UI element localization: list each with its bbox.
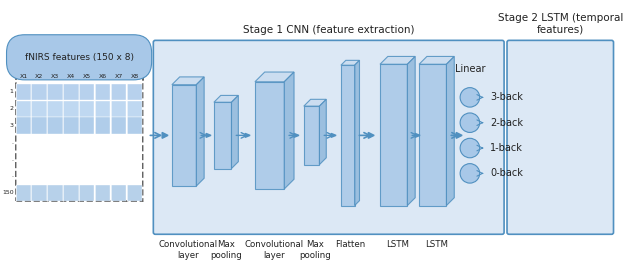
Text: Convolutional
layer: Convolutional layer — [159, 240, 218, 259]
Polygon shape — [331, 133, 336, 137]
Text: X5: X5 — [83, 74, 91, 79]
Polygon shape — [79, 101, 95, 117]
Polygon shape — [15, 117, 31, 134]
Text: Stage 1 CNN (feature extraction): Stage 1 CNN (feature extraction) — [243, 25, 415, 34]
Polygon shape — [196, 77, 204, 186]
Polygon shape — [447, 56, 454, 206]
Polygon shape — [31, 185, 47, 201]
Text: 2-back: 2-back — [490, 118, 524, 128]
Text: 3-back: 3-back — [490, 92, 524, 102]
Text: .: . — [12, 140, 13, 145]
Polygon shape — [419, 64, 447, 206]
Polygon shape — [206, 133, 211, 137]
Text: 150: 150 — [2, 190, 13, 195]
Polygon shape — [111, 101, 126, 117]
Text: 3: 3 — [10, 123, 13, 128]
Text: 1: 1 — [10, 89, 13, 94]
Polygon shape — [47, 117, 63, 134]
Text: Flatten: Flatten — [335, 240, 366, 249]
Text: X6: X6 — [99, 74, 107, 79]
Circle shape — [460, 88, 479, 107]
Polygon shape — [408, 56, 415, 206]
Polygon shape — [368, 132, 374, 138]
Polygon shape — [15, 185, 31, 201]
Circle shape — [460, 164, 479, 183]
Polygon shape — [111, 84, 126, 100]
Polygon shape — [79, 117, 95, 134]
Polygon shape — [15, 101, 31, 117]
Polygon shape — [127, 101, 142, 117]
Polygon shape — [63, 101, 79, 117]
FancyBboxPatch shape — [15, 70, 143, 201]
Polygon shape — [79, 84, 95, 100]
Polygon shape — [380, 64, 408, 206]
Polygon shape — [255, 82, 284, 189]
Polygon shape — [95, 101, 110, 117]
Polygon shape — [304, 99, 326, 106]
Text: .: . — [12, 157, 13, 162]
Polygon shape — [127, 117, 142, 134]
Polygon shape — [456, 132, 462, 138]
Text: Convolutional
layer: Convolutional layer — [245, 240, 304, 259]
Polygon shape — [47, 101, 63, 117]
Text: LSTM: LSTM — [386, 240, 409, 249]
Text: Max
pooling: Max pooling — [300, 240, 332, 259]
Polygon shape — [79, 185, 95, 201]
Text: 1-back: 1-back — [490, 143, 524, 153]
Text: LSTM: LSTM — [425, 240, 448, 249]
Polygon shape — [355, 60, 360, 206]
Polygon shape — [127, 185, 142, 201]
Polygon shape — [95, 117, 110, 134]
Polygon shape — [294, 133, 299, 137]
Text: X8: X8 — [131, 74, 139, 79]
Polygon shape — [31, 117, 47, 134]
Text: Stage 2 LSTM (temporal
features): Stage 2 LSTM (temporal features) — [497, 13, 623, 34]
Text: X1: X1 — [19, 74, 28, 79]
Polygon shape — [127, 84, 142, 100]
Polygon shape — [380, 56, 415, 64]
FancyBboxPatch shape — [507, 40, 614, 234]
Circle shape — [460, 138, 479, 158]
Polygon shape — [47, 84, 63, 100]
Polygon shape — [63, 185, 79, 201]
Text: fNIRS features (150 x 8): fNIRS features (150 x 8) — [24, 53, 134, 62]
Polygon shape — [214, 95, 238, 102]
Polygon shape — [162, 132, 168, 138]
Polygon shape — [95, 84, 110, 100]
Polygon shape — [95, 185, 110, 201]
Polygon shape — [341, 60, 360, 65]
Polygon shape — [284, 72, 294, 189]
Polygon shape — [15, 84, 31, 100]
Text: Max
pooling: Max pooling — [210, 240, 241, 259]
Text: 2: 2 — [10, 106, 13, 111]
Polygon shape — [214, 102, 232, 169]
Polygon shape — [111, 117, 126, 134]
Polygon shape — [232, 95, 238, 169]
Polygon shape — [419, 56, 454, 64]
Polygon shape — [31, 101, 47, 117]
Text: X2: X2 — [35, 74, 44, 79]
Text: Linear: Linear — [454, 64, 485, 74]
Polygon shape — [304, 106, 319, 165]
FancyBboxPatch shape — [154, 40, 504, 234]
Text: X3: X3 — [51, 74, 60, 79]
Polygon shape — [255, 72, 294, 82]
Text: .: . — [12, 173, 13, 178]
Polygon shape — [47, 185, 63, 201]
Polygon shape — [63, 84, 79, 100]
Polygon shape — [111, 185, 126, 201]
Polygon shape — [415, 133, 420, 137]
Text: X4: X4 — [67, 74, 76, 79]
Polygon shape — [172, 85, 196, 186]
Polygon shape — [319, 99, 326, 165]
Text: 0-back: 0-back — [490, 168, 524, 178]
Polygon shape — [31, 84, 47, 100]
Polygon shape — [63, 117, 79, 134]
Text: X7: X7 — [115, 74, 123, 79]
Polygon shape — [341, 65, 355, 206]
Circle shape — [460, 113, 479, 132]
Polygon shape — [245, 133, 250, 137]
Polygon shape — [172, 77, 204, 85]
